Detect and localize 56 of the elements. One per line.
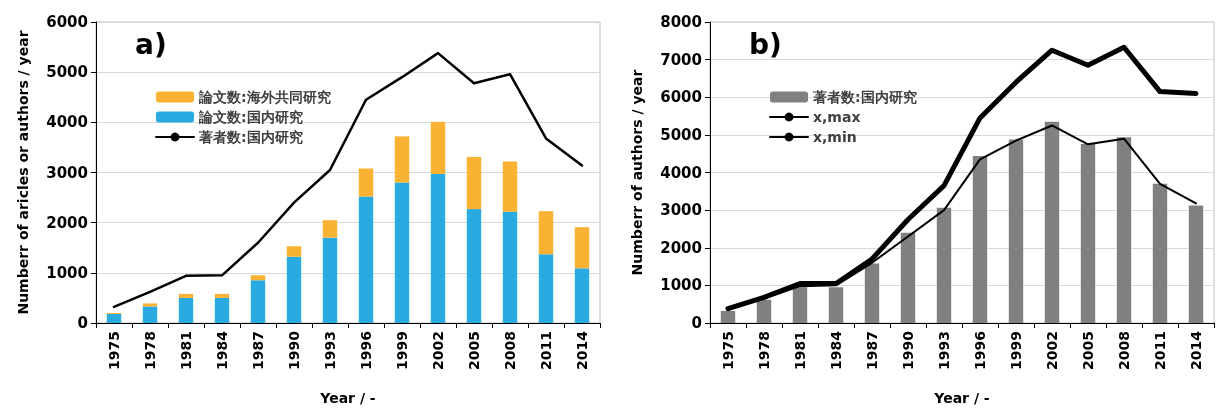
x-tick-label: 2008 [502, 331, 518, 370]
y-tick-label: 2000 [46, 213, 88, 232]
x-tick-label: 1978 [142, 331, 158, 370]
x-tick-label: 1999 [394, 331, 410, 370]
x-axis-title: Year / - [933, 390, 990, 406]
x-tick-label: 1987 [864, 331, 880, 370]
x-tick-label: 1990 [900, 330, 916, 370]
y-tick-label: 4000 [660, 163, 702, 182]
x-tick-label: 1975 [106, 331, 122, 370]
y-tick-label: 1000 [46, 263, 88, 282]
x-tick-label: 2005 [1080, 331, 1096, 370]
y-tick-label: 3000 [46, 163, 88, 182]
legend-label: 著者数:国内研究 [812, 89, 917, 105]
x-tick-label: 1978 [756, 331, 772, 370]
x-tick-label: 1993 [322, 331, 338, 370]
legend-label: x,min [813, 129, 857, 145]
y-tick-label: 4000 [46, 113, 88, 132]
x-tick-label: 1999 [1008, 331, 1024, 370]
legend-label: x,max [813, 109, 861, 125]
y-tick-label: 5000 [46, 63, 88, 82]
x-tick-label: 2008 [1116, 331, 1132, 370]
y-tick-label: 0 [77, 314, 88, 332]
legend-label: 著者数:国内研究 [198, 129, 303, 145]
x-tick-label: 1975 [720, 331, 736, 370]
y-tick-label: 2000 [660, 238, 702, 257]
x-axis-title: Year / - [319, 390, 376, 406]
legend-label: 論文数:国内研究 [198, 109, 303, 125]
y-tick-label: 7000 [660, 50, 702, 69]
annotation: b) [749, 27, 782, 61]
y-axis-title: Numberr of authors / year [629, 69, 645, 276]
x-tick-label: 1996 [972, 331, 988, 370]
x-tick-label: 2014 [574, 330, 590, 370]
x-tick-label: 2014 [1188, 330, 1204, 370]
x-tick-label: 2002 [430, 331, 446, 370]
x-tick-label: 1981 [178, 331, 194, 370]
x-tick-label: 1990 [286, 330, 302, 370]
annotation: a) [135, 27, 167, 61]
y-tick-label: 6000 [46, 13, 88, 31]
x-tick-label: 1984 [214, 330, 230, 370]
x-tick-label: 1987 [250, 331, 266, 370]
y-axis-title: Numberr of aricles or authors / year [15, 30, 31, 315]
x-tick-label: 2005 [466, 331, 482, 370]
x-tick-label: 2011 [1152, 331, 1168, 370]
x-tick-label: 1984 [828, 330, 844, 370]
y-tick-label: 0 [691, 314, 702, 332]
y-tick-label: 8000 [660, 13, 702, 31]
x-tick-label: 1993 [936, 331, 952, 370]
x-tick-label: 1981 [792, 331, 808, 370]
y-tick-label: 3000 [660, 201, 702, 220]
x-tick-label: 2011 [538, 331, 554, 370]
y-tick-label: 6000 [660, 88, 702, 107]
y-tick-label: 5000 [660, 125, 702, 144]
legend-label: 論文数:海外共同研究 [198, 89, 331, 105]
y-tick-label: 1000 [660, 276, 702, 295]
x-tick-label: 1996 [358, 331, 374, 370]
x-tick-label: 2002 [1044, 331, 1060, 370]
